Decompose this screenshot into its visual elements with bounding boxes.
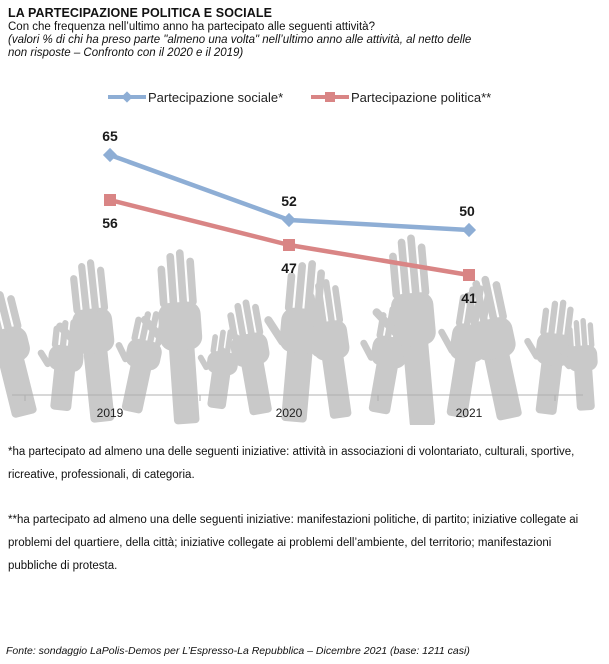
x-tick-label: 2019 <box>97 406 124 420</box>
data-label: 50 <box>459 203 475 219</box>
data-labels: 65 52 50 56 47 41 <box>102 128 477 306</box>
footnote-political: **ha partecipato ad almeno una delle seg… <box>8 514 579 572</box>
data-label: 52 <box>281 193 297 209</box>
legend-label: Partecipazione sociale* <box>148 90 283 105</box>
data-point <box>102 147 118 163</box>
chart-subtitle: Con che frequenza nell’ultimo anno ha pa… <box>8 21 375 33</box>
hand-silhouette <box>556 317 598 411</box>
hand-silhouette <box>297 279 352 419</box>
raised-hands-background <box>0 234 598 425</box>
chart-note-line-1: (valori % di chi ha preso parte "almeno … <box>8 34 472 46</box>
legend: Partecipazione sociale* Partecipazione po… <box>108 90 491 105</box>
data-label: 41 <box>461 290 477 306</box>
data-point <box>463 269 475 281</box>
footnote-social: *ha partecipato ad almeno una delle segu… <box>8 446 575 481</box>
data-point <box>461 222 477 238</box>
hand-silhouette <box>140 249 203 425</box>
data-point <box>283 239 295 251</box>
hand-silhouette <box>524 299 574 415</box>
legend-swatch-marker <box>325 92 335 102</box>
hand-silhouette <box>217 299 272 416</box>
hand-silhouette <box>0 291 37 418</box>
legend-swatch-marker <box>121 91 133 103</box>
x-tick-label: 2020 <box>276 406 303 420</box>
x-tick-label: 2021 <box>456 406 483 420</box>
x-axis-ticks <box>24 395 556 401</box>
data-label: 47 <box>281 260 297 276</box>
chart-note-line-2: non risposte – Confronto con il 2020 e i… <box>8 47 244 59</box>
data-point <box>281 212 297 228</box>
chart-header: LA PARTECIPAZIONE POLITICA E SOCIALE Con… <box>8 6 600 60</box>
data-point <box>104 194 116 206</box>
line-chart: Partecipazione sociale* Partecipazione po… <box>0 90 598 425</box>
hand-silhouette <box>455 275 522 421</box>
hand-silhouette <box>56 259 115 423</box>
data-label: 65 <box>102 128 118 144</box>
x-tick-labels: 2019 2020 2021 <box>97 406 483 420</box>
source-note: Fonte: sondaggio LaPolis-Demos per L’Esp… <box>6 645 470 657</box>
legend-label: Partecipazione politica** <box>351 90 491 105</box>
chart-title: LA PARTECIPAZIONE POLITICA E SOCIALE <box>8 6 273 20</box>
data-label: 56 <box>102 215 118 231</box>
